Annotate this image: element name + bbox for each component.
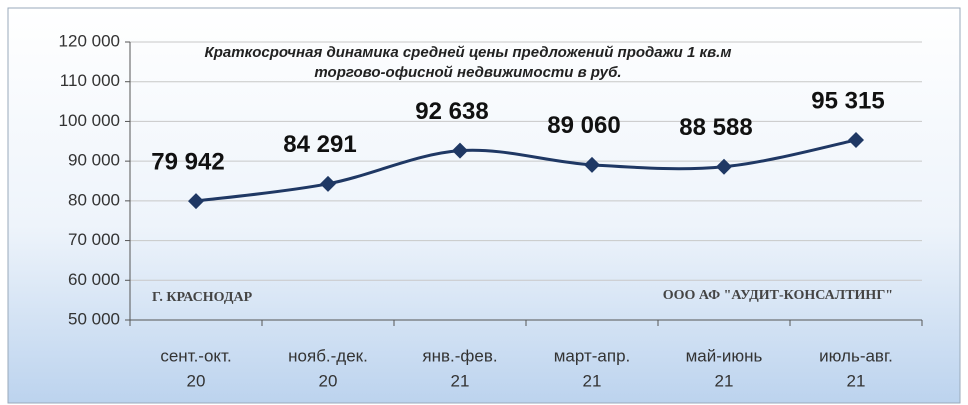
marker: [320, 175, 336, 192]
x-tick-label: 21: [847, 371, 866, 390]
chart-title: торгово-офисной недвижимости в руб.: [314, 64, 621, 81]
y-tick-label: 110 000: [60, 71, 120, 90]
data-label: 84 291: [283, 131, 356, 158]
y-tick-label: 90 000: [68, 151, 120, 170]
x-tick-label: март-апр.: [554, 346, 631, 365]
data-label: 88 588: [679, 114, 752, 141]
x-tick-label: май-июнь: [686, 346, 763, 365]
x-tick-label: 20: [187, 371, 206, 390]
y-tick-label: 120 000: [59, 31, 120, 50]
y-tick-label: 80 000: [68, 190, 120, 209]
y-tick-label: 60 000: [68, 270, 120, 289]
line: [195, 138, 857, 203]
marker: [188, 193, 204, 210]
x-tick-label: 20: [319, 371, 338, 390]
marker: [848, 132, 864, 149]
x-tick-label: янв.-фев.: [422, 346, 497, 365]
marker: [452, 142, 468, 159]
x-tick-label: сент.-окт.: [160, 346, 231, 365]
x-tick-label: 21: [583, 371, 602, 390]
data-label: 92 638: [415, 98, 488, 125]
marker: [584, 156, 600, 173]
x-tick-label: нояб.-дек.: [288, 346, 368, 365]
data-label: 79 942: [151, 148, 224, 175]
x-tick-label: июль-авг.: [819, 346, 893, 365]
data-label: 89 060: [547, 112, 620, 139]
chart-background: [7, 7, 961, 404]
data-label: 95 315: [811, 87, 884, 114]
annotation: Г. КРАСНОДАР: [152, 290, 253, 305]
marker: [716, 158, 732, 175]
y-tick-label: 100 000: [59, 111, 120, 130]
x-tick-label: 21: [451, 371, 470, 390]
y-tick-label: 70 000: [68, 230, 120, 249]
annotation: ООО АФ "АУДИТ-КОНСАЛТИНГ": [663, 288, 893, 303]
y-tick-label: 50 000: [68, 309, 120, 328]
x-tick-label: 21: [715, 371, 734, 390]
chart-title: Краткосрочная динамика средней цены пред…: [205, 44, 732, 61]
